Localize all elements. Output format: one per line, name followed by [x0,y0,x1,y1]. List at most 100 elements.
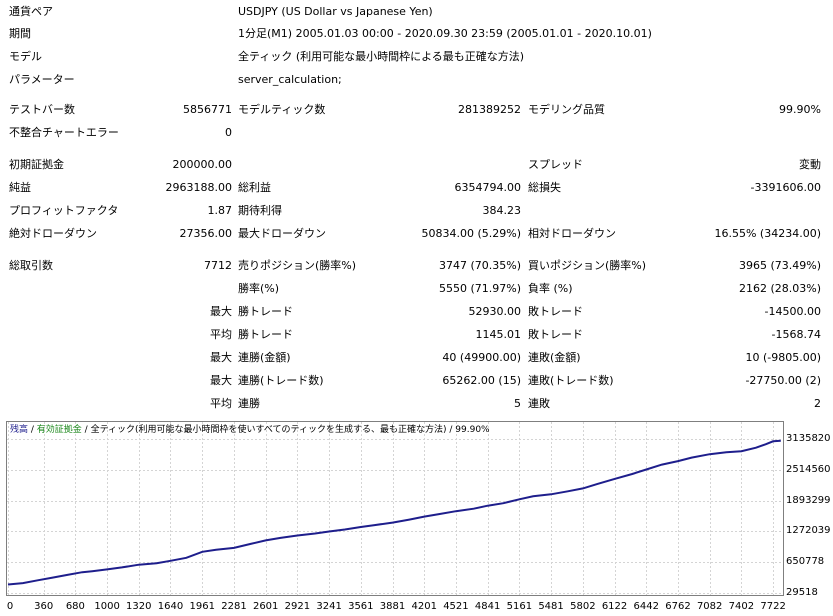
balance-chart: 残高 / 有効証拠金 / 全ティック(利用可能な最小時間枠を使いすべてのティック… [6,421,784,596]
max-word-2: 最大 [210,351,232,364]
legend-separator: / [81,425,91,435]
y-tick-label: 29518 [786,587,818,598]
legend-separator: / [446,425,456,435]
long-positions-label: 買いポジション(勝率%) [528,259,647,272]
mismatch-label: 不整合チャートエラー [9,126,119,139]
max-loss-label: 敗トレード [528,305,583,318]
period-value: 1分足(M1) 2005.01.03 00:00 - 2020.09.30 23… [238,27,652,40]
total-trades-label: 総取引数 [9,259,53,272]
net-profit-value: 2963188.00 [165,181,232,194]
short-positions-label: 売りポジション(勝率%) [238,259,357,272]
max-win-label: 勝トレード [238,305,293,318]
x-tick-label: 6762 [665,601,691,612]
legend-balance: 残高 [10,425,29,435]
avg-cons-losses-label: 連敗 [528,397,550,410]
net-profit-label: 純益 [9,181,31,194]
avg-word-2: 平均 [210,397,232,410]
abs-drawdown-label: 絶対ドローダウン [9,227,97,240]
symbol-label: 通貨ペア [9,5,53,18]
legend-quality: 99.90% [455,425,490,435]
x-tick-label: 0 [6,601,14,612]
legend-model: 全ティック(利用可能な最小時間枠を使いすべてのティックを生成する、最も正確な方法… [90,425,447,435]
quality-value: 99.90% [779,103,821,116]
max-cons-loss-label: 連敗(トレード数) [528,374,614,387]
max-word-3: 最大 [210,374,232,387]
x-tick-label: 6122 [601,601,628,612]
x-tick-label: 2921 [284,601,311,612]
legend-separator: / [28,425,37,435]
x-tick-label: 5802 [570,601,596,612]
max-cons-profit-value: 65262.00 (15) [442,374,521,387]
ticks-value: 281389252 [458,103,521,116]
avg-cons-wins-label: 連勝 [238,397,260,410]
avg-win-label: 勝トレード [238,328,293,341]
gross-loss-value: -3391606.00 [750,181,821,194]
x-tick-label: 3881 [379,601,406,612]
ticks-label: モデルティック数 [238,103,326,116]
bars-label: テストバー数 [9,103,75,116]
x-tick-label: 1000 [94,601,120,612]
profit-factor-label: プロフィットファクタ [9,204,119,217]
balance-line [7,439,781,586]
max-cons-wins-label: 連勝(金額) [238,351,291,364]
x-tick-label: 7722 [760,601,786,612]
win-rate-value: 5550 (71.97%) [438,282,521,295]
gross-loss-label: 総損失 [528,181,561,194]
max-win-value: 52930.00 [468,305,522,318]
x-tick-label: 360 [34,601,54,612]
avg-loss-value: -1568.74 [771,328,821,341]
y-tick-label: 2514560 [786,463,831,475]
deposit-label: 初期証拠金 [9,158,64,171]
deposit-value: 200000.00 [172,158,233,171]
x-tick-label: 5481 [538,601,564,612]
x-tick-label: 1961 [189,601,216,612]
model-label: モデル [9,50,42,63]
params-value: server_calculation; [238,73,342,86]
x-tick-label: 4201 [411,601,437,612]
period-label: 期間 [9,27,31,40]
loss-rate-value: 2162 (28.03%) [738,282,821,295]
gross-profit-label: 総利益 [238,181,271,194]
max-cons-wins-value: 40 (49900.00) [442,351,521,364]
bars-value: 5856771 [183,103,232,116]
x-tick-label: 6442 [633,601,659,612]
max-loss-value: -14500.00 [764,305,821,318]
mismatch-value: 0 [225,126,232,139]
x-tick-label: 1320 [126,601,152,612]
spread-label: スプレッド [528,158,583,171]
x-tick-label: 3241 [316,601,342,612]
max-drawdown-label: 最大ドローダウン [238,227,326,240]
spread-value: 変動 [799,158,821,171]
chart-legend: 残高 / 有効証拠金 / 全ティック(利用可能な最小時間枠を使いすべてのティック… [10,424,490,436]
long-positions-value: 3965 (73.49%) [738,259,821,272]
quality-label: モデリング品質 [528,103,605,116]
avg-win-value: 1145.01 [475,328,522,341]
max-cons-losses-value: 10 (-9805.00) [745,351,821,364]
avg-cons-losses-value: 2 [814,397,821,410]
x-tick-label: 7402 [728,601,755,612]
y-tick-label: 1272039 [786,525,831,537]
rel-drawdown-value: 16.55% (34234.00) [714,227,821,240]
x-tick-label: 7082 [696,601,723,612]
total-trades-value: 7712 [204,259,232,272]
rel-drawdown-label: 相対ドローダウン [528,227,616,240]
max-cons-loss-value: -27750.00 (2) [745,374,821,387]
avg-word-1: 平均 [210,328,232,341]
x-tick-label: 680 [65,601,85,612]
avg-loss-label: 敗トレード [528,328,583,341]
model-value: 全ティック (利用可能な最小時間枠による最も正確な方法) [238,50,525,63]
params-label: パラメーター [9,73,75,86]
y-tick-label: 3135820 [786,433,831,444]
abs-drawdown-value: 27356.00 [179,227,233,240]
x-tick-label: 2601 [252,601,279,612]
balance-chart-svg [7,422,783,595]
x-tick-label: 4521 [443,601,469,612]
x-tick-label: 1640 [157,601,184,612]
short-positions-value: 3747 (70.35%) [438,259,521,272]
y-tick-label: 650778 [786,556,825,568]
max-drawdown-value: 50834.00 (5.29%) [421,227,521,240]
y-tick-label: 1893299 [786,494,831,506]
win-rate-label: 勝率(%) [238,282,280,295]
legend-equity: 有効証拠金 [36,425,82,435]
symbol-value: USDJPY (US Dollar vs Japanese Yen) [238,5,433,18]
